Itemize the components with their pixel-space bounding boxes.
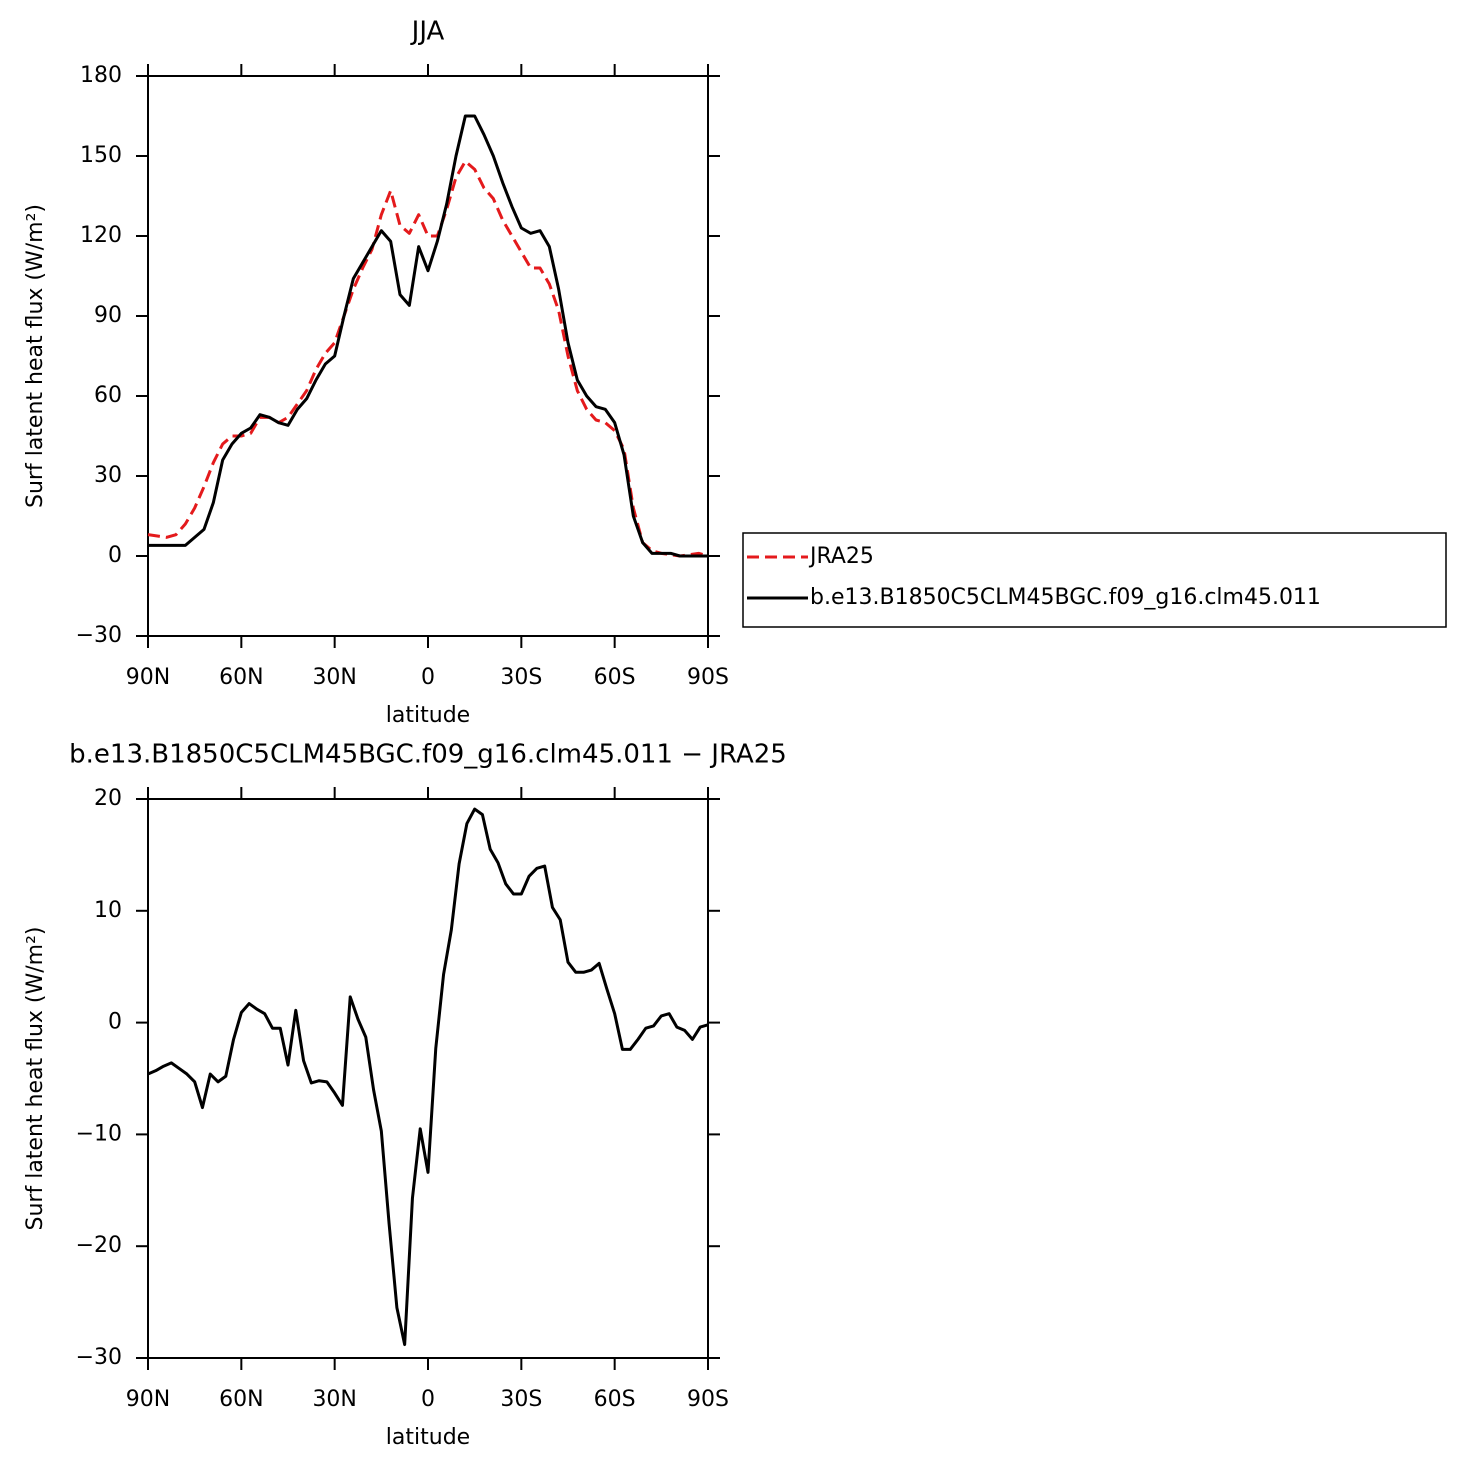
x-tick-label: 0 [421,1387,435,1412]
x-axis-label: latitude [386,1425,470,1450]
y-tick-label: 60 [94,383,122,408]
y-tick-label: 180 [80,63,122,88]
y-tick-label: 0 [108,1010,122,1035]
y-axis-label: Surf latent heat flux (W/m²) [23,927,48,1231]
y-tick-label: 30 [94,463,122,488]
x-tick-label: 30N [312,665,356,690]
y-axis-label: Surf latent heat flux (W/m²) [23,204,48,508]
y-tick-label: 150 [80,143,122,168]
x-tick-label: 90S [687,665,729,690]
y-tick-label: −10 [76,1121,122,1146]
y-tick-label: −30 [76,1345,122,1370]
x-tick-label: 60N [219,665,263,690]
y-tick-label: 90 [94,303,122,328]
chart-title: JJA [410,17,445,47]
legend-box [742,532,1447,628]
legend-label: JRA25 [808,544,874,569]
y-tick-label: 120 [80,223,122,248]
x-tick-label: 60S [594,1387,636,1412]
y-tick-label: 20 [94,786,122,811]
x-tick-label: 90N [126,665,170,690]
data-line [148,114,708,558]
y-tick-label: 0 [108,543,122,568]
plot-frame [147,798,709,1359]
data-line [147,159,709,558]
x-tick-label: 90N [126,1387,170,1412]
y-tick-label: 10 [94,898,122,923]
data-line [147,807,709,1347]
x-tick-label: 60N [219,1387,263,1412]
x-tick-label: 90S [687,1387,729,1412]
y-tick-label: −30 [76,623,122,648]
x-tick-label: 30S [500,665,542,690]
x-axis-label: latitude [386,703,470,728]
x-tick-label: 60S [594,665,636,690]
y-tick-label: −20 [76,1233,122,1258]
x-tick-label: 30N [312,1387,356,1412]
x-tick-label: 30S [500,1387,542,1412]
plot-frame [147,75,709,637]
chart-title: b.e13.B1850C5CLM45BGC.f09_g16.clm45.011 … [69,740,787,770]
legend-label: b.e13.B1850C5CLM45BGC.f09_g16.clm45.011 [810,585,1321,610]
x-tick-label: 0 [421,665,435,690]
